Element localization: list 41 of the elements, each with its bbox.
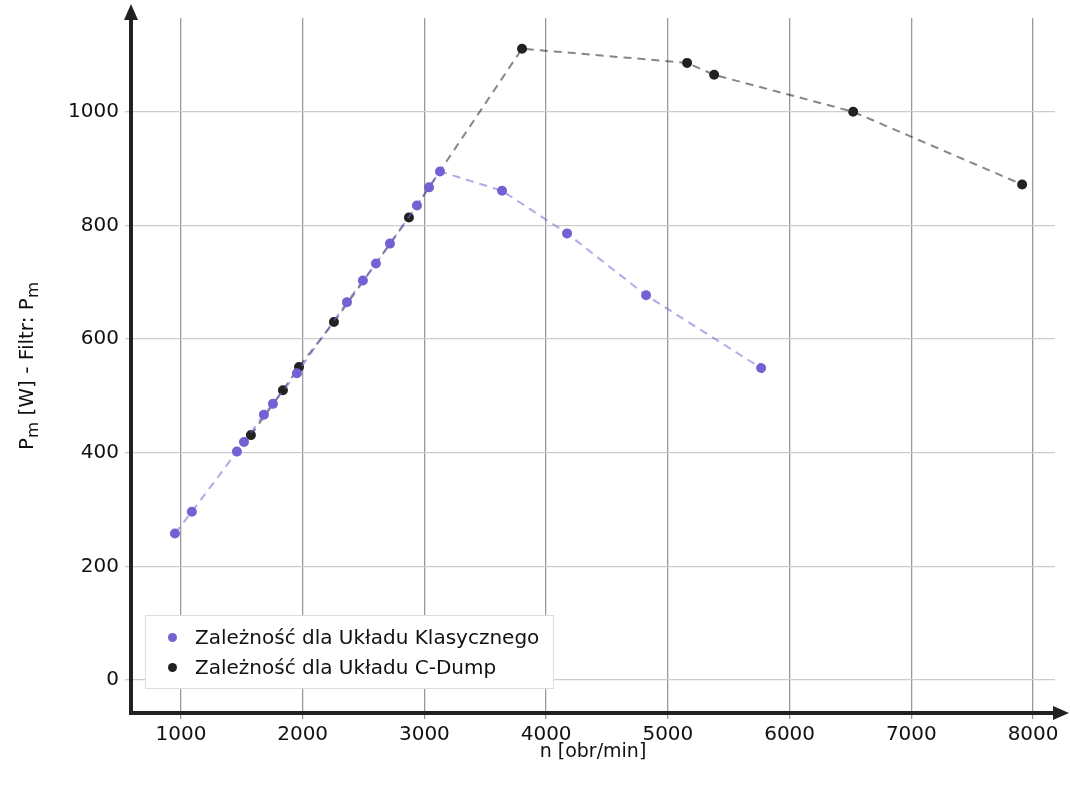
point [1017, 179, 1028, 190]
point [245, 430, 256, 441]
point [258, 409, 269, 420]
x-tick-label: 7000 [885, 721, 937, 746]
legend-label: Zależność dla Układu C-Dump [195, 654, 497, 681]
y-tick-label: 1000 [68, 97, 119, 122]
point [384, 238, 395, 249]
point [709, 69, 720, 80]
point [562, 228, 573, 239]
y-tick-label: 600 [80, 325, 119, 350]
point [231, 446, 242, 457]
x-tick-label: 3000 [398, 721, 450, 746]
point [641, 290, 652, 301]
point [403, 212, 414, 223]
point [238, 436, 249, 447]
point [848, 106, 859, 117]
point [341, 297, 352, 308]
x-tick-label: 6000 [764, 721, 816, 746]
x-tick-label: 1000 [155, 721, 207, 746]
point [497, 185, 508, 196]
y-tick-label: 0 [106, 666, 119, 691]
point [424, 182, 435, 193]
point [291, 368, 302, 379]
point [411, 200, 422, 211]
point [756, 363, 767, 374]
point [434, 166, 445, 177]
point [370, 258, 381, 269]
y-tick-label: 200 [80, 552, 119, 577]
x-tick-label: 2000 [277, 721, 329, 746]
point [277, 385, 288, 396]
point [357, 275, 368, 286]
point [682, 57, 693, 68]
x-tick-label: 8000 [1007, 721, 1059, 746]
point [169, 528, 180, 539]
legend-label: Zależność dla Układu Klasycznego [195, 624, 540, 651]
y-tick-label: 800 [80, 211, 119, 236]
point [517, 43, 528, 54]
point [267, 398, 278, 409]
y-tick-label: 400 [80, 438, 119, 463]
point [186, 506, 197, 517]
point [328, 317, 339, 328]
